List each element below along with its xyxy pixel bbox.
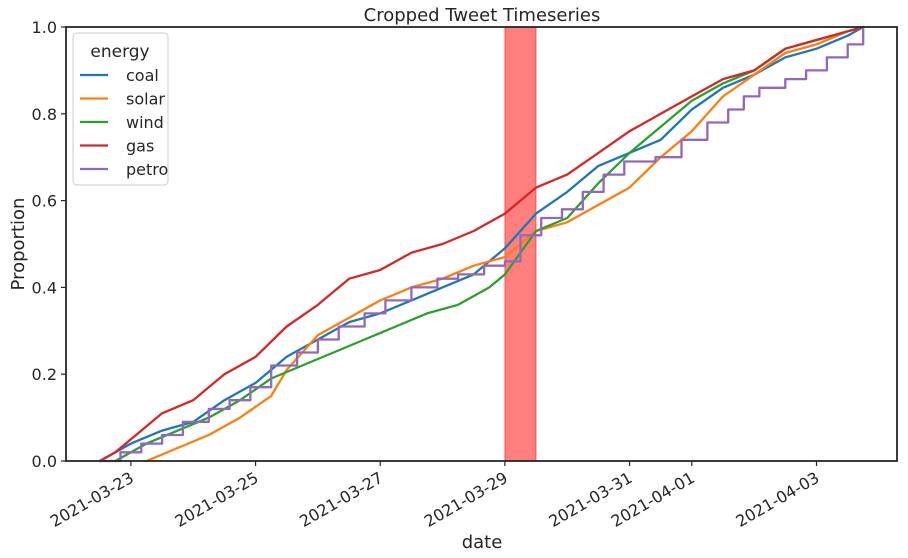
x-axis-title: date: [462, 532, 503, 553]
legend-box: [72, 32, 169, 186]
legend: energy coal solar wind gas petro: [72, 32, 169, 186]
series-line-solar: [145, 25, 865, 463]
y-tick-label: 0.6: [32, 192, 57, 211]
y-axis: 0.0 0.2 0.4 0.6 0.8 1.0: [32, 18, 66, 471]
y-tick-label: 0.4: [32, 278, 57, 297]
plot-frame: [65, 26, 898, 462]
legend-label-petro: petro: [126, 160, 168, 179]
legend-label-solar: solar: [126, 90, 165, 109]
series-line-gas: [98, 25, 865, 463]
y-tick-label: 1.0: [32, 18, 57, 37]
legend-label-coal: coal: [126, 66, 159, 85]
legend-label-wind: wind: [126, 113, 164, 132]
chart-title: Cropped Tweet Timeseries: [364, 5, 601, 26]
series-line-petro: [98, 25, 865, 463]
legend-items: coal solar wind gas petro: [80, 66, 168, 179]
legend-label-gas: gas: [126, 137, 154, 156]
series-layer: [98, 25, 865, 463]
y-axis-title: Proportion: [8, 198, 29, 291]
y-tick-label: 0.8: [32, 105, 57, 124]
y-tick-label: 0.0: [32, 452, 57, 471]
y-tick-label: 0.2: [32, 365, 57, 384]
legend-title: energy: [90, 42, 149, 62]
